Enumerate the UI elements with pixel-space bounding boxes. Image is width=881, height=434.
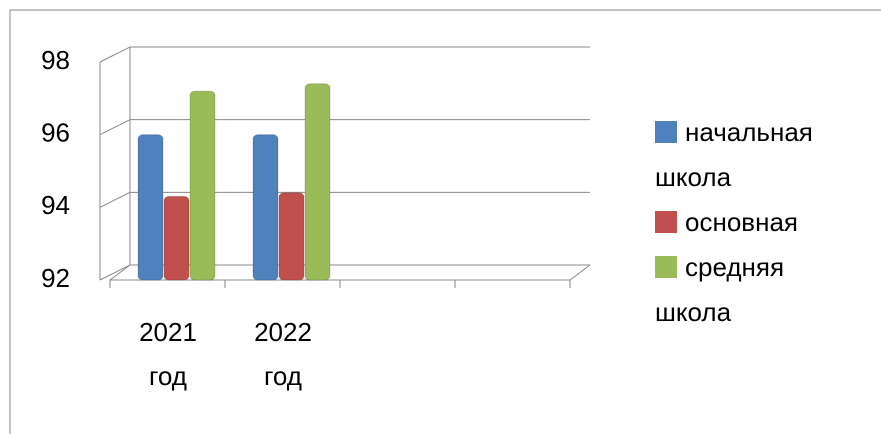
grid-line [99,46,131,63]
x-tick-label: 2021 год [139,317,197,391]
grid-line [99,264,131,281]
y-tick-label: 98 [41,45,70,75]
bar [278,192,305,281]
legend-item: средняя школа [655,245,865,335]
grid-line [99,191,131,208]
y-tick-label: 92 [41,263,70,293]
bar [189,90,216,281]
bar [163,195,190,281]
legend: начальная школа основная средняя школа [655,110,865,380]
legend-item: начальная школа [655,110,865,200]
bar [137,134,164,281]
legend-marker [655,211,677,233]
y-tick-label: 96 [41,118,70,148]
legend-label: средняя школа [655,252,785,327]
grid-line [99,119,131,136]
floor-edge [569,264,591,281]
axis-wall [109,264,131,281]
legend-marker [655,121,677,143]
bar [304,83,331,281]
legend-item: основная [655,200,865,245]
legend-marker [655,256,677,278]
bar [252,134,279,281]
legend-label: основная [685,207,798,237]
frame [9,9,881,434]
legend-label: начальная школа [655,117,813,192]
x-tick-label: 2022 год [254,317,312,391]
y-tick-label: 94 [41,190,70,220]
